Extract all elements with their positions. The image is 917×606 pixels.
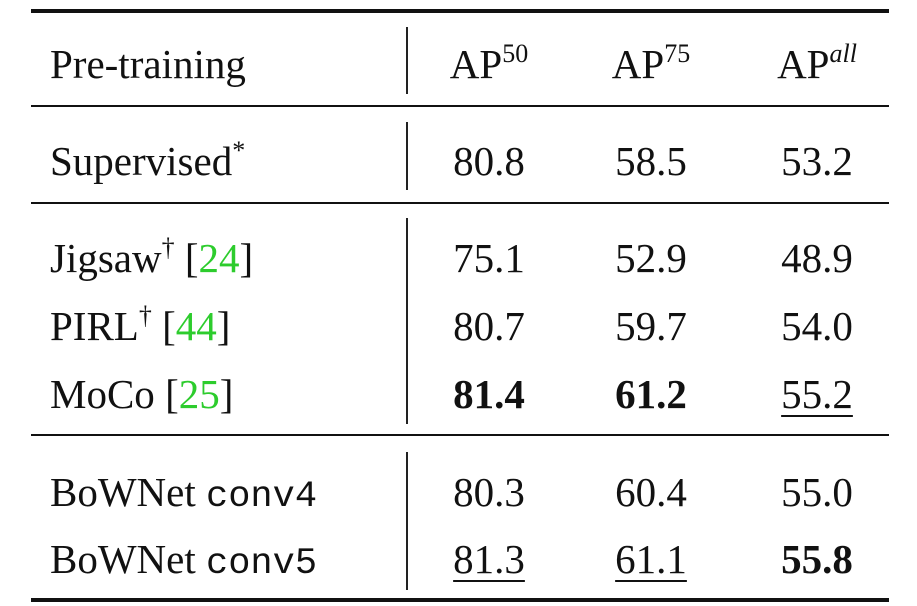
method-name: PIRL xyxy=(50,303,139,349)
header-ap50-sup: 50 xyxy=(502,39,529,68)
footnote-mark: † xyxy=(138,301,152,330)
group-rule-2 xyxy=(31,434,889,436)
header-apall-sup: all xyxy=(829,39,857,68)
underlined-value: 61.1 xyxy=(615,536,687,582)
method-name: BoWNet xyxy=(50,536,196,582)
footnote-mark: * xyxy=(232,136,246,165)
column-separator xyxy=(406,218,408,424)
row-name: PIRL† [44] xyxy=(50,301,231,349)
layer-name: conv5 xyxy=(206,543,318,585)
column-separator xyxy=(406,452,408,590)
column-separator xyxy=(406,122,408,190)
cell-ap50: 80.3 xyxy=(453,469,525,515)
cell-apall-best: 55.8 xyxy=(781,536,853,582)
citation-link[interactable]: 44 xyxy=(175,303,217,349)
cell-ap75: 58.5 xyxy=(615,138,687,184)
cell-ap75: 59.7 xyxy=(615,303,687,349)
row-name: Supervised* xyxy=(50,138,245,184)
cell-ap50: 80.7 xyxy=(453,303,525,349)
header-ap75-sup: 75 xyxy=(664,39,691,68)
header-rule xyxy=(31,105,889,107)
header-apall-base: AP xyxy=(777,41,830,87)
cell-ap50-best: 81.4 xyxy=(453,371,525,417)
method-name: MoCo xyxy=(50,371,155,417)
cell-ap75: 60.4 xyxy=(615,469,687,515)
header-ap50-base: AP xyxy=(449,41,503,87)
cell-apall: 55.0 xyxy=(781,469,853,515)
layer-name: conv4 xyxy=(206,476,318,518)
citation-link[interactable]: 25 xyxy=(178,371,220,417)
cell-ap75-second: 61.1 xyxy=(571,539,731,580)
underlined-value: 55.2 xyxy=(781,371,853,417)
cell-ap75: 52.9 xyxy=(615,235,687,281)
cell-ap50: 80.8 xyxy=(453,138,525,184)
header-ap75: AP75 xyxy=(571,41,731,87)
cell-ap75-best: 61.2 xyxy=(615,371,687,417)
method-name: Supervised xyxy=(50,138,233,184)
cell-ap50-second: 81.3 xyxy=(409,539,569,580)
row-name: MoCo [25] xyxy=(50,371,234,417)
header-ap75-base: AP xyxy=(611,41,665,87)
citation-link[interactable]: 24 xyxy=(198,235,240,281)
underlined-value: 81.3 xyxy=(453,536,525,582)
bottom-rule xyxy=(31,598,889,602)
method-name: Jigsaw xyxy=(50,235,162,281)
cell-ap50: 75.1 xyxy=(453,235,525,281)
cell-apall-second: 55.2 xyxy=(737,374,897,415)
footnote-mark: † xyxy=(161,233,175,262)
header-pretraining: Pre-training xyxy=(50,41,246,87)
group-rule-1 xyxy=(31,202,889,204)
method-name: BoWNet xyxy=(50,469,196,515)
row-name: Jigsaw† [24] xyxy=(50,233,254,281)
header-ap50: AP50 xyxy=(409,41,569,87)
header-apall: APall xyxy=(737,41,897,87)
cell-apall: 54.0 xyxy=(781,303,853,349)
cell-apall: 53.2 xyxy=(781,138,853,184)
column-separator xyxy=(406,27,408,94)
cell-apall: 48.9 xyxy=(781,235,853,281)
top-rule xyxy=(31,9,889,13)
row-name: BoWNet conv5 xyxy=(50,539,317,583)
row-name: BoWNet conv4 xyxy=(50,472,317,516)
